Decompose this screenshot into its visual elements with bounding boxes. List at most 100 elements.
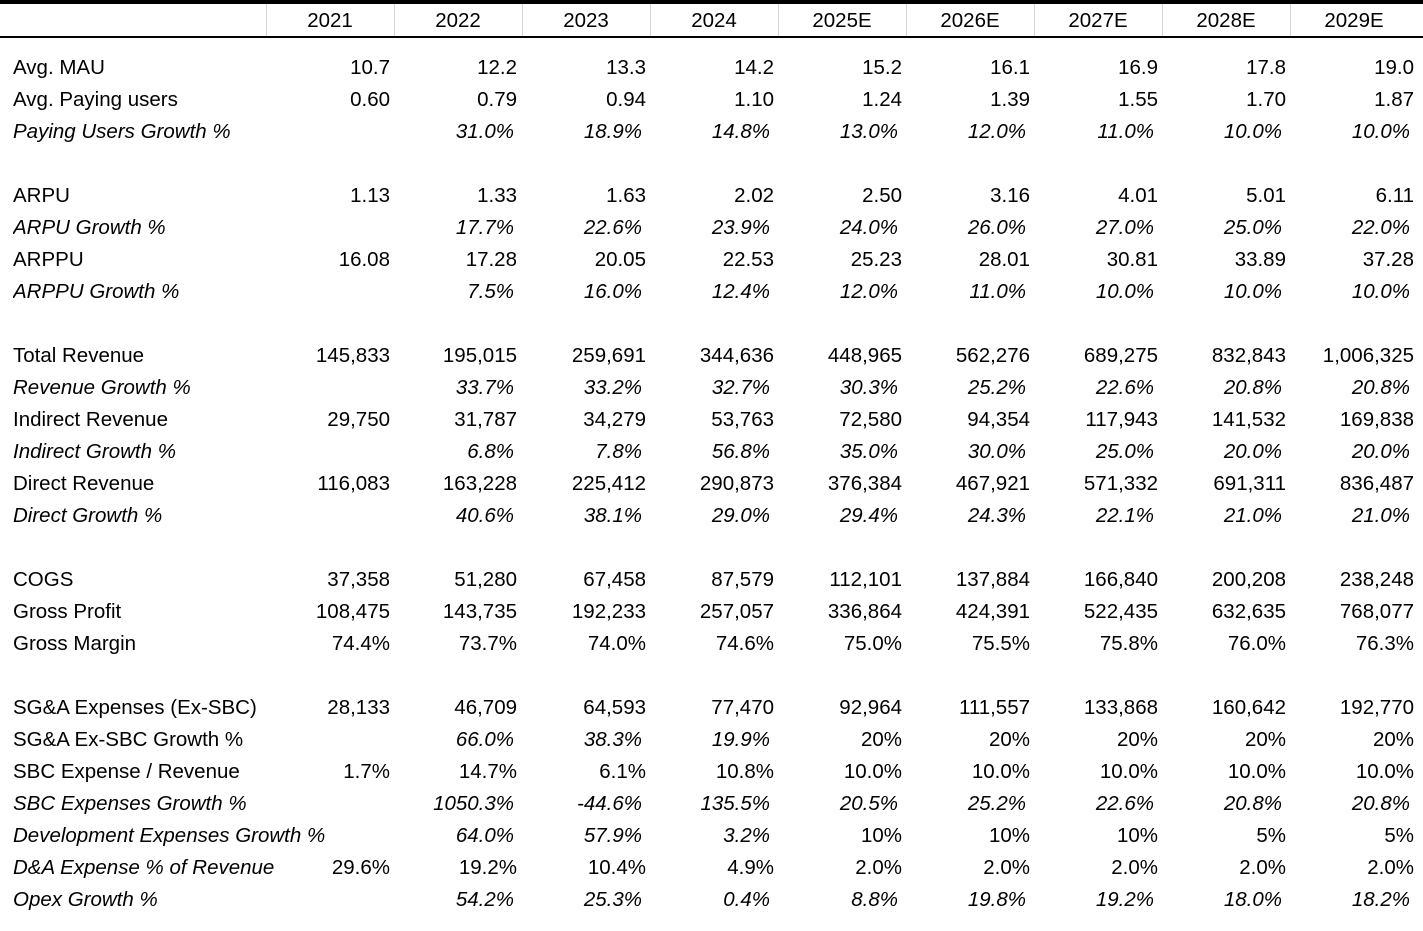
cell-indirect-growth-2023[interactable]: 7.8% xyxy=(595,440,642,463)
row-label[interactable]: Paying Users Growth % xyxy=(13,120,231,143)
cell-direct-growth-2029e[interactable]: 21.0% xyxy=(1351,504,1410,527)
cell-indirect-revenue-2027e[interactable]: 117,943 xyxy=(1085,408,1158,431)
cell-arpu-2028e[interactable]: 5.01 xyxy=(1246,184,1286,207)
cell-gross-margin-2027e[interactable]: 75.8% xyxy=(1099,632,1158,655)
cell-revenue-growth-2023[interactable]: 33.2% xyxy=(583,376,642,399)
cell-opex-growth-2027e[interactable]: 19.2% xyxy=(1095,888,1154,911)
cell-gross-margin-2024[interactable]: 74.6% xyxy=(715,632,774,655)
cell-total-revenue-2021[interactable]: 145,833 xyxy=(315,344,390,367)
cell-sbc-expense-revenue-2026e[interactable]: 10.0% xyxy=(971,760,1030,783)
cell-arppu-2028e[interactable]: 33.89 xyxy=(1234,248,1286,271)
cell-arppu-2023[interactable]: 20.05 xyxy=(594,248,646,271)
cell-arppu-2022[interactable]: 17.28 xyxy=(465,248,517,271)
cell-arppu-growth-2025e[interactable]: 12.0% xyxy=(839,280,898,303)
cell-development-expenses-growth-2029e[interactable]: 5% xyxy=(1384,824,1414,847)
cell-indirect-growth-2025e[interactable]: 35.0% xyxy=(839,440,898,463)
cell-indirect-revenue-2024[interactable]: 53,763 xyxy=(711,408,774,431)
row-label[interactable]: Gross Profit xyxy=(13,600,122,623)
cell-arpu-growth-2028e[interactable]: 25.0% xyxy=(1223,216,1282,239)
cell-arpu-2025e[interactable]: 2.50 xyxy=(862,184,902,207)
cell-sg-a-ex-sbc-growth-2024[interactable]: 19.9% xyxy=(711,728,770,751)
cell-sbc-expenses-growth-2027e[interactable]: 22.6% xyxy=(1095,792,1154,815)
cell-arpu-2029e[interactable]: 6.11 xyxy=(1375,184,1414,207)
cell-arpu-growth-2026e[interactable]: 26.0% xyxy=(967,216,1026,239)
cell-cogs-2027e[interactable]: 166,840 xyxy=(1083,568,1158,591)
cell-sbc-expenses-growth-2028e[interactable]: 20.8% xyxy=(1223,792,1282,815)
cell-opex-growth-2029e[interactable]: 18.2% xyxy=(1351,888,1410,911)
cell-total-revenue-2025e[interactable]: 448,965 xyxy=(827,344,902,367)
cell-gross-margin-2028e[interactable]: 76.0% xyxy=(1227,632,1286,655)
cell-d-a-expense-of-revenue-2027e[interactable]: 2.0% xyxy=(1111,856,1158,879)
cell-opex-growth-2023[interactable]: 25.3% xyxy=(583,888,642,911)
cell-development-expenses-growth-2026e[interactable]: 10% xyxy=(988,824,1030,847)
cell-avg-paying-users-2023[interactable]: 0.94 xyxy=(606,88,646,111)
cell-cogs-2023[interactable]: 67,458 xyxy=(583,568,646,591)
cell-revenue-growth-2025e[interactable]: 30.3% xyxy=(839,376,898,399)
cell-paying-users-growth-2028e[interactable]: 10.0% xyxy=(1223,120,1282,143)
cell-indirect-growth-2026e[interactable]: 30.0% xyxy=(967,440,1026,463)
cell-direct-revenue-2021[interactable]: 116,083 xyxy=(317,472,390,495)
cell-sbc-expenses-growth-2024[interactable]: 135.5% xyxy=(700,792,770,815)
row-label[interactable]: SG&A Expenses (Ex-SBC) xyxy=(13,696,257,719)
year-header-2027e[interactable]: 2027E xyxy=(1068,9,1128,32)
cell-opex-growth-2022[interactable]: 54.2% xyxy=(455,888,514,911)
cell-arpu-growth-2024[interactable]: 23.9% xyxy=(711,216,770,239)
cell-gross-profit-2025e[interactable]: 336,864 xyxy=(827,600,902,623)
year-header-2024[interactable]: 2024 xyxy=(691,9,737,32)
cell-avg-mau-2025e[interactable]: 15.2 xyxy=(862,56,902,79)
cell-direct-revenue-2027e[interactable]: 571,332 xyxy=(1083,472,1158,495)
cell-avg-mau-2027e[interactable]: 16.9 xyxy=(1118,56,1158,79)
cell-sbc-expenses-growth-2023[interactable]: -44.6% xyxy=(577,792,642,815)
cell-d-a-expense-of-revenue-2024[interactable]: 4.9% xyxy=(727,856,774,879)
cell-cogs-2022[interactable]: 51,280 xyxy=(454,568,517,591)
cell-sg-a-expenses-ex-sbc-2024[interactable]: 77,470 xyxy=(711,696,774,719)
cell-paying-users-growth-2024[interactable]: 14.8% xyxy=(711,120,770,143)
cell-arpu-growth-2029e[interactable]: 22.0% xyxy=(1351,216,1410,239)
cell-arppu-growth-2023[interactable]: 16.0% xyxy=(583,280,642,303)
cell-development-expenses-growth-2028e[interactable]: 5% xyxy=(1256,824,1286,847)
cell-indirect-growth-2024[interactable]: 56.8% xyxy=(711,440,770,463)
row-label[interactable]: Indirect Growth % xyxy=(13,440,176,463)
cell-paying-users-growth-2023[interactable]: 18.9% xyxy=(583,120,642,143)
cell-sbc-expense-revenue-2024[interactable]: 10.8% xyxy=(715,760,774,783)
row-label[interactable]: ARPU Growth % xyxy=(13,216,166,239)
cell-avg-paying-users-2027e[interactable]: 1.55 xyxy=(1118,88,1158,111)
year-header-2023[interactable]: 2023 xyxy=(563,9,609,32)
cell-avg-mau-2029e[interactable]: 19.0 xyxy=(1374,56,1414,79)
cell-cogs-2026e[interactable]: 137,884 xyxy=(955,568,1030,591)
cell-cogs-2025e[interactable]: 112,101 xyxy=(829,568,902,591)
cell-indirect-revenue-2021[interactable]: 29,750 xyxy=(327,408,390,431)
cell-avg-paying-users-2021[interactable]: 0.60 xyxy=(350,88,390,111)
cell-sbc-expenses-growth-2022[interactable]: 1050.3% xyxy=(433,792,514,815)
cell-sg-a-expenses-ex-sbc-2021[interactable]: 28,133 xyxy=(327,696,390,719)
cell-sg-a-ex-sbc-growth-2022[interactable]: 66.0% xyxy=(455,728,514,751)
year-header-2021[interactable]: 2021 xyxy=(307,9,353,32)
cell-arpu-growth-2022[interactable]: 17.7% xyxy=(455,216,514,239)
cell-gross-profit-2028e[interactable]: 632,635 xyxy=(1211,600,1286,623)
cell-gross-margin-2026e[interactable]: 75.5% xyxy=(971,632,1030,655)
cell-arppu-2027e[interactable]: 30.81 xyxy=(1106,248,1158,271)
cell-development-expenses-growth-2023[interactable]: 57.9% xyxy=(583,824,642,847)
row-label[interactable]: Avg. Paying users xyxy=(13,88,178,111)
cell-total-revenue-2023[interactable]: 259,691 xyxy=(571,344,646,367)
cell-arpu-growth-2023[interactable]: 22.6% xyxy=(583,216,642,239)
cell-revenue-growth-2028e[interactable]: 20.8% xyxy=(1223,376,1282,399)
cell-sbc-expenses-growth-2029e[interactable]: 20.8% xyxy=(1351,792,1410,815)
row-label[interactable]: D&A Expense % of Revenue xyxy=(13,856,275,879)
cell-arppu-growth-2028e[interactable]: 10.0% xyxy=(1223,280,1282,303)
cell-gross-profit-2021[interactable]: 108,475 xyxy=(315,600,390,623)
row-label[interactable]: Development Expenses Growth % xyxy=(13,824,325,847)
row-label[interactable]: ARPU xyxy=(13,184,70,207)
cell-sg-a-ex-sbc-growth-2023[interactable]: 38.3% xyxy=(583,728,642,751)
cell-avg-paying-users-2026e[interactable]: 1.39 xyxy=(990,88,1030,111)
cell-cogs-2024[interactable]: 87,579 xyxy=(711,568,774,591)
row-label[interactable]: ARPPU Growth % xyxy=(13,280,180,303)
cell-avg-paying-users-2028e[interactable]: 1.70 xyxy=(1246,88,1286,111)
cell-sg-a-expenses-ex-sbc-2023[interactable]: 64,593 xyxy=(583,696,646,719)
cell-sbc-expenses-growth-2025e[interactable]: 20.5% xyxy=(839,792,898,815)
row-label[interactable]: SBC Expense / Revenue xyxy=(13,760,240,783)
cell-sbc-expense-revenue-2029e[interactable]: 10.0% xyxy=(1355,760,1414,783)
cell-arpu-growth-2027e[interactable]: 27.0% xyxy=(1095,216,1154,239)
cell-arpu-growth-2025e[interactable]: 24.0% xyxy=(839,216,898,239)
cell-d-a-expense-of-revenue-2026e[interactable]: 2.0% xyxy=(983,856,1030,879)
